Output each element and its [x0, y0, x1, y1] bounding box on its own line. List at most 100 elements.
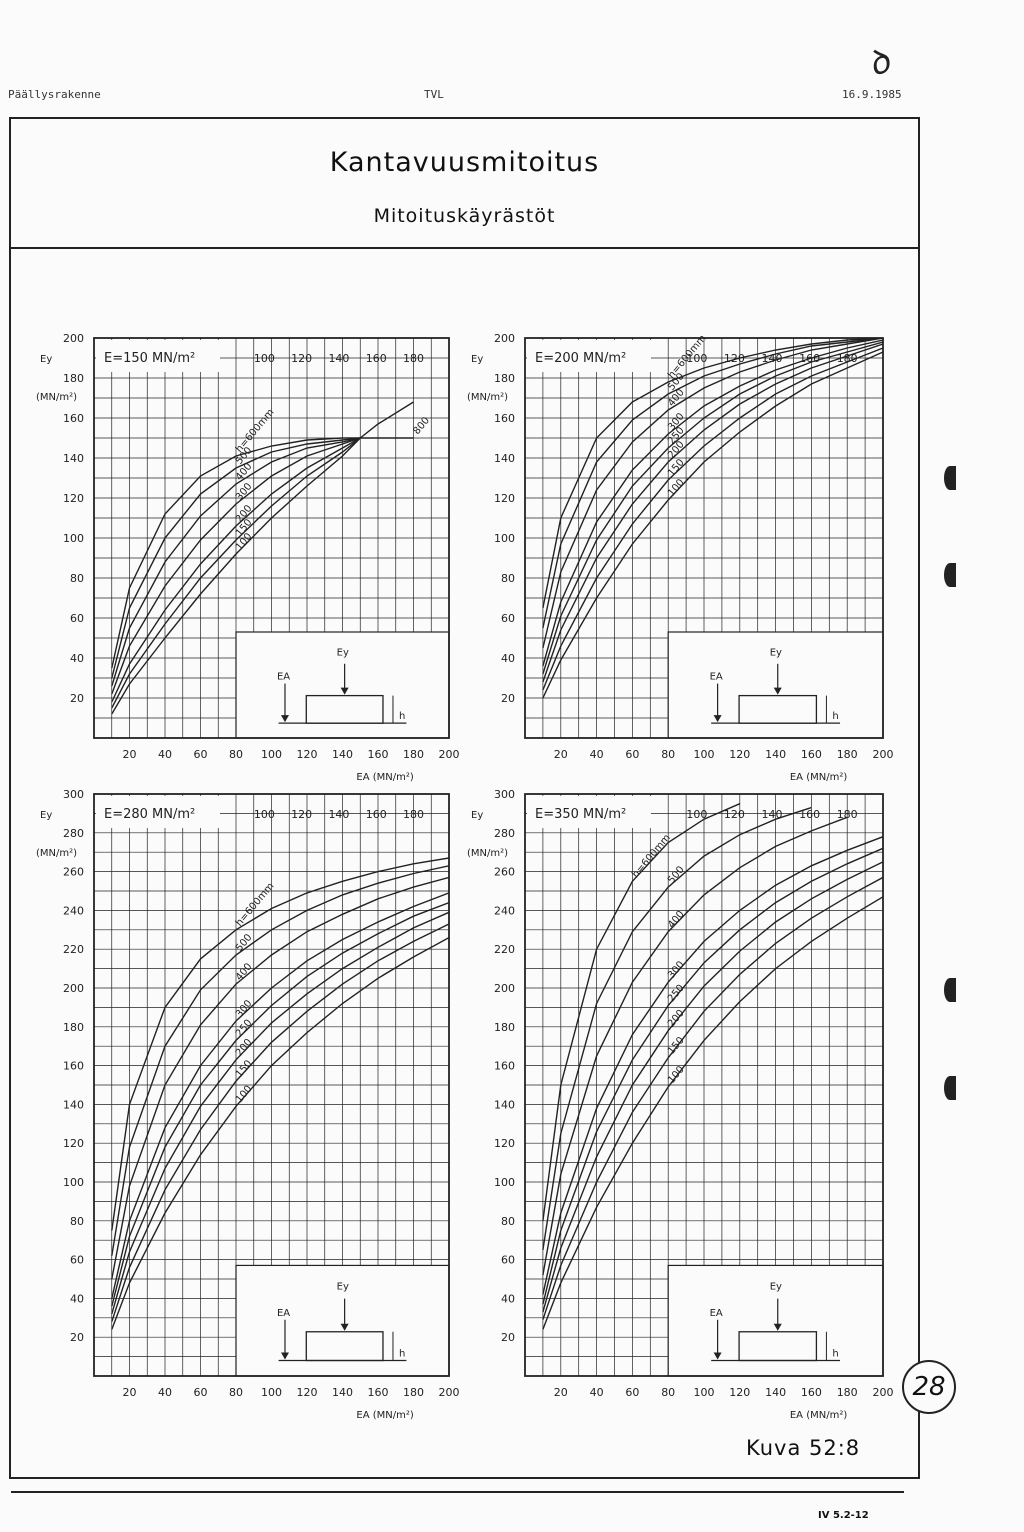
header-date: 16.9.1985 — [842, 88, 902, 101]
x-tick-label: 20 — [123, 748, 137, 761]
top-tick-label: 140 — [762, 808, 783, 821]
inset-diagram — [235, 631, 450, 739]
y-tick-label: 100 — [494, 1176, 515, 1189]
top-tick-label: 180 — [837, 352, 858, 365]
top-tick-label: 160 — [799, 808, 820, 821]
ea-arrow-head — [713, 1352, 722, 1360]
series-curve-4 — [111, 437, 361, 695]
binder-tab-mark — [944, 563, 956, 587]
y-tick-label: 200 — [63, 332, 84, 345]
ea-arrow-head — [280, 715, 289, 723]
y-tick-label: 60 — [501, 1254, 515, 1267]
y-tick-label: 140 — [494, 1098, 515, 1111]
binder-tab-mark — [944, 466, 956, 490]
y-tick-label: 20 — [501, 692, 515, 705]
y-tick-label: 300 — [494, 788, 515, 801]
top-tick-label: 180 — [403, 808, 424, 821]
top-tick-label: 120 — [724, 352, 745, 365]
panel-label-bg — [96, 340, 220, 372]
ea-arrow-head — [280, 1352, 289, 1360]
series-curve-6 — [542, 861, 883, 1313]
series-curve-7 — [542, 876, 883, 1320]
x-tick-label: 40 — [158, 748, 172, 761]
x-tick-label: 60 — [194, 1386, 208, 1399]
x-axis-title: EA (MN/m²) — [356, 772, 413, 783]
x-tick-label: 120 — [297, 1386, 318, 1399]
top-tick-label: 100 — [254, 352, 275, 365]
top-tick-label: 140 — [762, 352, 783, 365]
series-label: 500 — [234, 932, 255, 954]
inset-h-label: h — [399, 1349, 405, 1360]
y-tick-label: 80 — [501, 1215, 515, 1228]
series-label: 500 — [666, 864, 687, 886]
y-tick-label: 280 — [63, 827, 84, 840]
plot-frame — [93, 793, 450, 1377]
x-tick-label: 120 — [297, 748, 318, 761]
panel-label: E=280 MN/m² — [104, 807, 195, 822]
y-tick-label: 180 — [63, 1021, 84, 1034]
x-tick-label: 20 — [554, 1386, 568, 1399]
series-label: h=600mm — [234, 407, 277, 455]
y-axis-name: Ey — [471, 354, 483, 365]
top-tick-label: 100 — [686, 352, 707, 365]
series-curve-3 — [542, 338, 883, 649]
series-label: 400 — [234, 461, 255, 483]
top-tick-label: 180 — [837, 808, 858, 821]
plot-frame — [93, 337, 450, 739]
x-tick-label: 160 — [368, 748, 389, 761]
inset-ey-label: Ey — [337, 647, 349, 658]
series-label: h=600mm — [234, 881, 277, 929]
x-tick-label: 140 — [332, 1386, 353, 1399]
series-curve-7 — [111, 923, 449, 1322]
ey-arrow-head — [773, 1323, 782, 1331]
x-tick-label: 180 — [403, 1386, 424, 1399]
series-curve-6 — [111, 437, 361, 709]
series-curve-6 — [542, 343, 883, 683]
ea-arrow-head — [713, 715, 722, 723]
series-curve-2 — [542, 806, 812, 1251]
y-tick-label: 120 — [494, 1137, 515, 1150]
series-curve-2 — [111, 865, 449, 1256]
inset-h-label: h — [399, 711, 405, 722]
y-tick-label: 260 — [63, 866, 84, 879]
x-tick-label: 20 — [554, 748, 568, 761]
y-tick-label: 100 — [63, 532, 84, 545]
x-tick-label: 40 — [590, 748, 604, 761]
series-label: 400 — [666, 909, 687, 931]
series-curve-8 — [542, 351, 883, 699]
series-curve-6 — [111, 911, 449, 1315]
series-curve-8 — [111, 936, 449, 1330]
x-tick-label: 60 — [625, 748, 639, 761]
x-tick-label: 200 — [873, 748, 894, 761]
y-tick-label: 200 — [494, 332, 515, 345]
y-tick-label: 60 — [70, 1254, 84, 1267]
top-tick-label: 160 — [366, 808, 387, 821]
y-tick-label: 180 — [494, 1021, 515, 1034]
x-tick-label: 40 — [590, 1386, 604, 1399]
title-box: Kantavuusmitoitus Mitoituskäyrästöt — [11, 119, 918, 249]
x-tick-label: 200 — [439, 748, 460, 761]
x-tick-label: 180 — [837, 1386, 858, 1399]
series-label: 800 — [411, 415, 432, 437]
y-tick-label: 20 — [70, 1331, 84, 1344]
series-label: 100 — [666, 477, 687, 499]
inset-h-label: h — [832, 1349, 838, 1360]
top-tick-label: 140 — [328, 808, 349, 821]
bottom-rule — [11, 1491, 904, 1493]
y-tick-label: 180 — [63, 372, 84, 385]
x-tick-label: 80 — [229, 1386, 243, 1399]
x-axis-title: EA (MN/m²) — [790, 772, 847, 783]
x-tick-label: 20 — [123, 1386, 137, 1399]
y-tick-label: 40 — [70, 652, 84, 665]
x-axis-title: EA (MN/m²) — [356, 1410, 413, 1421]
series-label: 250 — [666, 983, 687, 1005]
y-tick-label: 60 — [70, 612, 84, 625]
y-axis-unit: (MN/m²) — [467, 848, 508, 859]
y-tick-label: 160 — [494, 412, 515, 425]
y-tick-label: 40 — [70, 1292, 84, 1305]
series-curve-4 — [542, 339, 883, 667]
series-curve-4 — [542, 836, 883, 1295]
